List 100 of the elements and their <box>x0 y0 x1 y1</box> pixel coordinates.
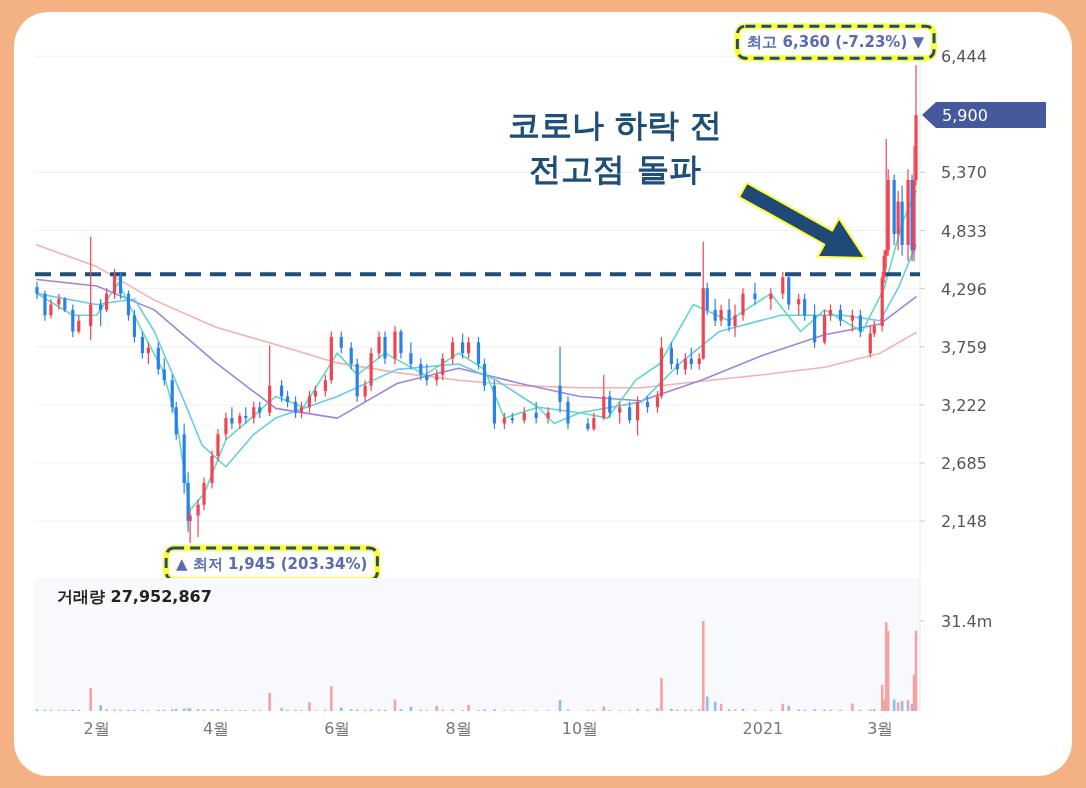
candlestick <box>558 346 562 414</box>
candlestick <box>608 390 612 419</box>
bar <box>636 708 639 711</box>
y-tick-label: 4,296 <box>941 279 987 299</box>
bar <box>280 708 283 711</box>
candlestick <box>727 298 731 333</box>
candlestick <box>43 289 47 322</box>
bar <box>602 706 606 711</box>
candlestick <box>202 477 206 511</box>
y-tick-label: 2,148 <box>941 512 987 532</box>
candlestick <box>850 309 854 333</box>
bar <box>308 702 311 711</box>
annotation: 거래량 27,952,867 <box>57 587 212 606</box>
candlestick <box>349 341 353 370</box>
candlestick <box>399 328 403 360</box>
candlestick <box>293 395 298 419</box>
annotation: 코로나 하락 전 전고점 돌파 <box>507 106 723 188</box>
candlestick <box>803 293 807 322</box>
annotation: ▲ 최저 1,945 (203.34%) <box>176 555 368 574</box>
candlestick <box>216 428 220 462</box>
x-tick-label: 2월 <box>83 719 110 738</box>
line-series <box>36 244 917 389</box>
candlestick <box>719 303 723 327</box>
y-tick-label: 31.4m <box>941 612 993 631</box>
candlestick <box>162 357 166 387</box>
bar <box>89 688 92 711</box>
y-tick-label: 5,370 <box>941 163 987 183</box>
candlestick <box>419 357 423 381</box>
candlestick <box>89 236 93 341</box>
candlestick <box>669 341 674 370</box>
candlestick <box>460 333 465 360</box>
candlestick <box>753 282 757 306</box>
candlestick <box>71 303 75 338</box>
bar <box>660 678 663 711</box>
x-tick-label: 2021 <box>742 719 784 738</box>
bar <box>268 692 271 711</box>
bar <box>701 621 705 711</box>
candlestick <box>618 401 622 425</box>
bar <box>339 707 343 711</box>
y-tick-label: 3,759 <box>941 337 987 357</box>
candlestick <box>105 287 109 313</box>
candlestick <box>339 330 343 354</box>
x-tick-label: 4월 <box>202 719 230 738</box>
price-tag: 5,900 <box>922 102 1046 129</box>
candlestick <box>112 268 117 300</box>
candlestick <box>655 390 660 414</box>
x-tick-label: 6월 <box>324 719 351 738</box>
candlestick <box>705 282 709 316</box>
candlestick <box>126 289 131 322</box>
candlestick <box>118 271 123 300</box>
candlestick <box>476 336 481 370</box>
bar <box>787 705 791 711</box>
candlestick <box>132 309 137 343</box>
candlestick <box>713 298 717 327</box>
candlestick <box>636 395 640 436</box>
candlestick <box>377 330 381 360</box>
candlestick <box>733 303 737 338</box>
candlestick <box>602 374 606 421</box>
bar <box>330 686 333 711</box>
y-tick-label: 6,444 <box>941 47 987 67</box>
x-tick-label: 3월 <box>867 719 894 738</box>
candlestick <box>592 412 596 432</box>
candlestick <box>868 325 872 359</box>
bar <box>670 708 673 711</box>
candlestick <box>49 298 53 320</box>
candlestick <box>252 401 256 425</box>
bar <box>467 704 470 711</box>
candlestick <box>451 336 455 365</box>
candlestick <box>466 336 471 360</box>
candlestick <box>628 401 632 425</box>
bar <box>851 703 854 711</box>
candlestick <box>482 357 487 392</box>
candlestick <box>99 298 103 327</box>
line-series <box>36 278 917 419</box>
line-series <box>36 244 917 468</box>
candlestick <box>156 341 160 376</box>
candlestick <box>383 330 387 365</box>
candlestick <box>35 281 39 300</box>
candlestick <box>781 271 785 300</box>
candlestick <box>858 309 862 338</box>
bar <box>435 705 439 711</box>
candlestick <box>409 341 413 370</box>
candlestick <box>140 330 144 360</box>
y-tick-label: 3,222 <box>941 395 987 415</box>
candlestick <box>741 287 745 322</box>
x-tick-label: 10월 <box>561 719 599 738</box>
x-tick-label: 8월 <box>445 719 472 738</box>
candlestick <box>838 303 843 327</box>
bar <box>781 703 785 711</box>
bar <box>705 696 709 711</box>
candlestick <box>323 374 327 398</box>
candlestick <box>77 314 81 335</box>
annotation: 최고 6,360 (-7.23%) ▼ <box>747 33 925 52</box>
bar <box>174 708 178 711</box>
y-tick-label: 4,833 <box>941 221 987 241</box>
candlestick <box>307 390 312 414</box>
line-series <box>36 190 917 511</box>
candlestick <box>441 352 445 381</box>
annotation: 5,900 <box>942 106 988 126</box>
candlestick <box>224 412 228 441</box>
